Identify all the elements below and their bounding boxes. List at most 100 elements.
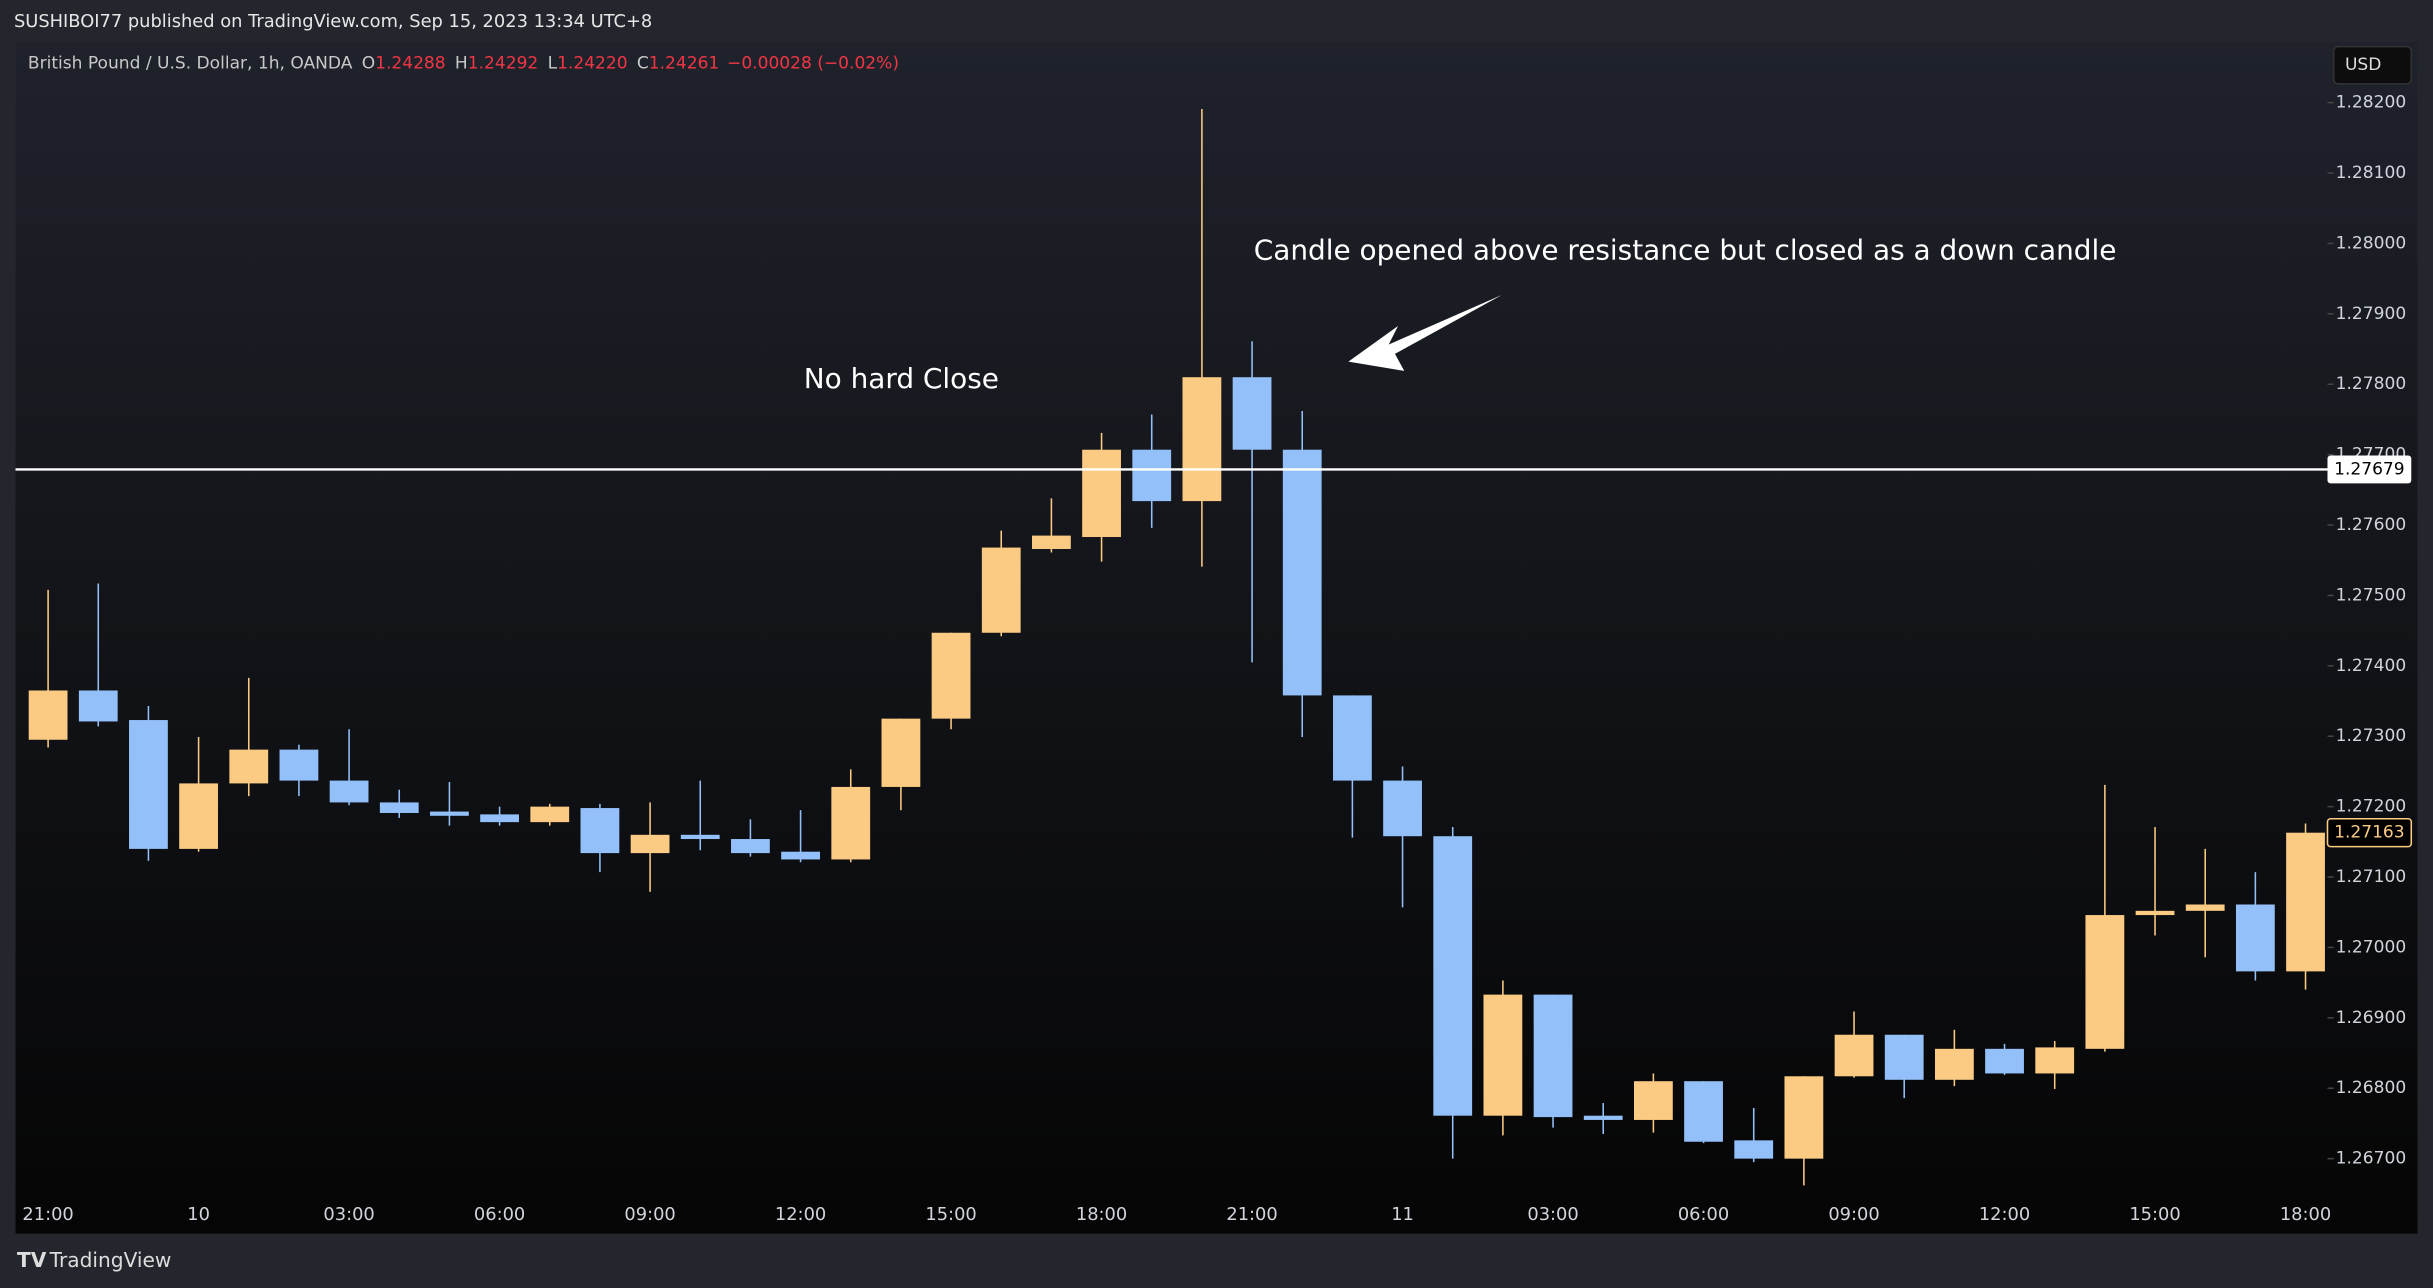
- candle-body: [1182, 377, 1222, 502]
- candle-body: [1433, 836, 1473, 1116]
- candle-body: [1282, 449, 1322, 696]
- x-tick-label: 09:00: [624, 1204, 675, 1225]
- x-tick-label: 09:00: [1828, 1204, 1879, 1225]
- y-tick-label: 1.28000: [2336, 233, 2407, 253]
- candle-body: [1784, 1076, 1824, 1159]
- y-tick-label: 1.26700: [2336, 1149, 2407, 1169]
- x-tick-label: 15:00: [2129, 1204, 2180, 1225]
- candle-body: [1934, 1048, 1974, 1080]
- last-price-label: 1.27163: [2334, 823, 2405, 843]
- candle-body: [129, 720, 168, 849]
- candle-body: [1232, 377, 1272, 450]
- x-tick-label: 12:00: [775, 1204, 826, 1225]
- candle-body: [1533, 994, 1573, 1118]
- x-tick-label: 03:00: [323, 1204, 374, 1225]
- candle-body: [78, 690, 118, 722]
- candle-body: [1884, 1034, 1924, 1080]
- last-price-tag: [2326, 817, 2413, 848]
- change: −0.00028 (−0.02%): [727, 54, 899, 74]
- x-tick-label: 21:00: [22, 1204, 73, 1225]
- header: SUSHIBOI77 published on TradingView.com,…: [14, 11, 652, 32]
- x-tick-label: 06:00: [1678, 1204, 1729, 1225]
- x-tick-label: 12:00: [1979, 1204, 2030, 1225]
- x-tick-label: 06:00: [474, 1204, 525, 1225]
- candle-body: [2085, 915, 2125, 1049]
- candle-body: [329, 780, 369, 803]
- candle-body: [1032, 535, 1071, 549]
- candle-body: [1332, 695, 1372, 781]
- y-tick-label: 1.28100: [2336, 163, 2407, 183]
- candle-body: [580, 808, 620, 854]
- candle-body: [2035, 1047, 2075, 1074]
- candle-body: [1132, 449, 1172, 502]
- footer: TradingView: [49, 1248, 172, 1272]
- candle-body: [1583, 1115, 1623, 1120]
- candle-body: [881, 718, 921, 787]
- y-tick-label: 1.26800: [2336, 1078, 2407, 1098]
- candle-body: [379, 802, 419, 813]
- currency-box[interactable]: [2332, 45, 2413, 85]
- x-tick-label: 03:00: [1527, 1204, 1578, 1225]
- candle-body: [1985, 1048, 2024, 1074]
- annotation: No hard Close: [804, 362, 999, 395]
- candle-body: [731, 839, 770, 854]
- x-tick-label: 21:00: [1226, 1204, 1277, 1225]
- candle-body: [28, 690, 68, 740]
- y-tick-label: 1.27800: [2336, 374, 2407, 394]
- symbol: British Pound / U.S. Dollar, 1h, OANDA: [28, 54, 353, 74]
- resistance-tag: [2327, 455, 2412, 484]
- y-tick-label: 1.27600: [2336, 515, 2407, 535]
- candle-body: [831, 786, 871, 860]
- candle-body: [480, 814, 519, 823]
- x-tick-label: 18:00: [1076, 1204, 1127, 1225]
- candle-body: [1082, 449, 1121, 538]
- candle-body: [630, 834, 670, 854]
- candle-body: [2235, 904, 2275, 972]
- ohlc-value: 1.24261: [649, 54, 720, 74]
- candle-body: [1684, 1081, 1723, 1142]
- currency[interactable]: USD: [2345, 55, 2381, 75]
- ohlc-key: O: [362, 54, 375, 74]
- logo-mark: TV: [17, 1248, 47, 1272]
- y-tick-label: 1.26900: [2336, 1008, 2407, 1028]
- candle-body: [530, 806, 570, 823]
- y-tick-label: 1.27000: [2336, 937, 2407, 957]
- resistance-label: 1.27679: [2334, 459, 2405, 479]
- candle-body: [931, 632, 971, 719]
- ohlc-value: 1.24220: [557, 54, 628, 74]
- y-tick-label: 1.27400: [2336, 656, 2407, 676]
- chart-area: [15, 41, 2418, 1234]
- ohlc-value: 1.24292: [468, 54, 539, 74]
- y-tick-label: 1.27300: [2336, 726, 2407, 746]
- candle-body: [2286, 832, 2325, 972]
- ohlc: O1.24288 H1.24292 L1.24220 C1.24261: [362, 54, 720, 74]
- x-tick-label: 10: [187, 1204, 210, 1225]
- candle-body: [279, 749, 319, 781]
- ohlc-key: C: [637, 54, 649, 74]
- candle-body: [1483, 994, 1523, 1116]
- y-tick-label: 1.27100: [2336, 867, 2407, 887]
- x-tick-label: 18:00: [2280, 1204, 2331, 1225]
- candle-body: [680, 834, 720, 840]
- y-tick-label: 1.28200: [2336, 93, 2407, 113]
- candle-body: [981, 547, 1021, 633]
- x-tick-label: 15:00: [925, 1204, 976, 1225]
- candle-body: [2185, 904, 2225, 911]
- candle-body: [1734, 1140, 1774, 1159]
- annotation: Candle opened above resistance but close…: [1254, 233, 2117, 266]
- candle-body: [430, 811, 469, 816]
- arrow: [1348, 294, 1503, 371]
- ohlc-key: H: [455, 54, 468, 74]
- y-tick-label: 1.27900: [2336, 304, 2407, 324]
- candle-body: [1834, 1034, 1874, 1077]
- candle-body: [229, 749, 269, 784]
- candle-body: [1383, 780, 1422, 837]
- candle-body: [781, 851, 820, 860]
- candle-body: [1633, 1081, 1673, 1120]
- y-tick-label: 1.27500: [2336, 585, 2407, 605]
- y-tick-label: 1.27200: [2336, 797, 2407, 817]
- legend: British Pound / U.S. Dollar, 1h, OANDA O1…: [28, 54, 899, 74]
- candle-body: [179, 783, 218, 849]
- ohlc-value: 1.24288: [375, 54, 446, 74]
